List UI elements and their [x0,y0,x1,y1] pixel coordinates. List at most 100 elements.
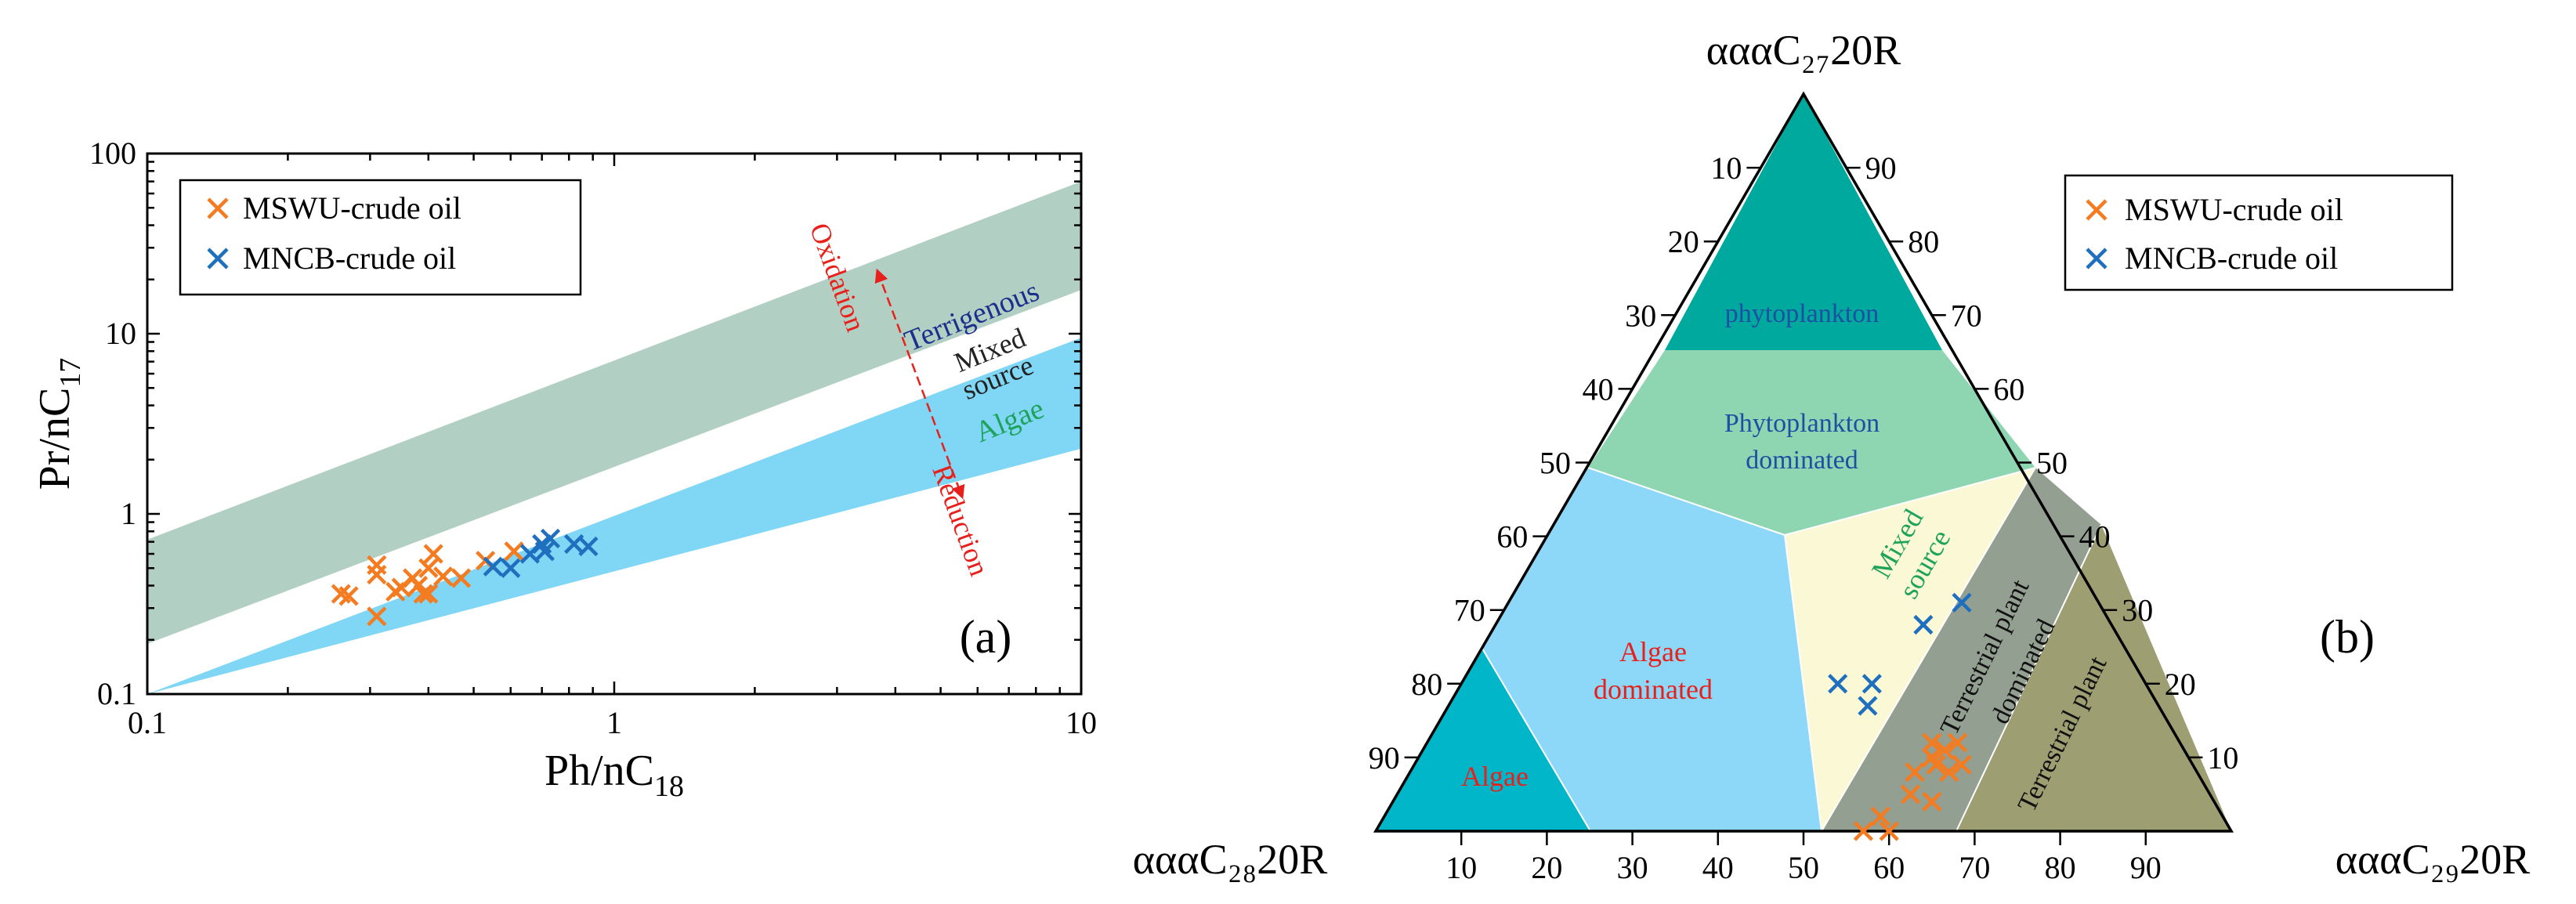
region-boundaries [1482,467,2102,832]
panel-a-point-msw-4 [367,606,387,627]
right-tick-label: 50 [2036,446,2068,481]
bottom-tick-label: 20 [1531,850,1562,885]
bottom-tick-label: 80 [2045,850,2076,885]
bottom-tick-label: 60 [1873,850,1905,885]
panel-a-point-msw-10 [418,558,439,578]
left-tick-label: 30 [1625,298,1656,333]
panel-a-y-axis-label: Pr/nC17 [31,358,87,490]
panel-a-scatter-chart: Terrigenous Mixed source Algae Oxidation… [31,136,1097,803]
panel-a-label: (a) [960,611,1012,663]
bottom-tick-label: 50 [1788,850,1819,885]
left-tick-label: 70 [1454,593,1485,628]
panel-b-point-msw-0 [1900,784,1921,805]
right-tick-label: 40 [2079,519,2111,555]
bottom-tick-label: 10 [1445,850,1477,885]
legend-b-mncb-marker [2086,248,2107,269]
right-tick-label: 20 [2165,667,2196,702]
left-tick-label: 80 [1411,667,1442,702]
y-tick-label: 1 [121,496,136,531]
panel-b-point-msw-12 [1947,732,1968,753]
bottom-tick-label: 90 [2130,850,2162,885]
panel-b-point-msw-2 [1853,821,1874,841]
right-tick-label: 80 [1908,224,1939,259]
bottom-tick-label: 70 [1959,850,1990,885]
region-terrestrial-plant [1956,525,2231,831]
panel-a-ticks: 0.1 1 10 0.1 1 10 100 [89,136,1097,740]
reduction-label: Reduction [926,461,995,580]
panel-a-point-mncb-0 [483,556,503,577]
panel-b-point-msw-3 [1879,821,1899,841]
ternary-top-label: αααC₂₇20R [1706,27,1901,74]
algae-region-label: Algae [1461,761,1529,792]
terrigenous-band [147,181,1081,644]
panel-a-legend-box [179,179,582,296]
left-tick-label: 20 [1668,224,1699,259]
panel-a-point-mncb-4 [534,541,555,562]
panel-a-point-msw-16 [504,541,524,562]
y-tick-label: 100 [89,136,136,171]
left-tick-label: 50 [1539,446,1571,481]
panel-b-point-mncb-0 [1828,674,1848,694]
panel-b-point-msw-7 [1905,762,1925,783]
right-tick-label: 70 [1951,298,1982,333]
panel-b-point-msw-10 [1922,732,1942,753]
panel-a-data-points [331,528,599,627]
panel-a-x-axis-label: Ph/nC18 [545,747,684,803]
phyto-dominated-label-line1: Phytoplankton [1724,409,1880,438]
panel-a-point-msw-11 [418,584,439,604]
panel-b-point-msw-1 [1870,806,1890,826]
panel-b-point-mncb-3 [1913,614,1934,635]
right-tick-label: 30 [2122,593,2153,628]
bottom-tick-label: 30 [1617,850,1648,885]
panel-b-ternary-chart: 10 10 10 20 20 20 30 30 30 40 40 40 50 50 50 60 60 60 70 70… [1133,27,2531,885]
left-tick-label: 60 [1496,519,1528,555]
panel-b-point-msw-8 [1922,747,1942,768]
panel-b-point-msw-11 [1952,754,1972,775]
ternary-right-label: αααC₂₉20R [2335,836,2531,883]
region-phytoplankton-dominated [1588,350,2035,535]
panel-a-point-mncb-1 [501,558,521,578]
phytoplankton-label: phytoplankton [1725,299,1879,328]
region-phytoplankton [1665,94,1942,350]
panel-b-point-msw-5 [1939,762,1959,783]
panel-a-point-msw-1 [338,586,359,606]
y-tick-label: 0.1 [97,676,136,711]
algae-dominated-label-line2: dominated [1594,674,1713,705]
ternary-left-label: αααC₂₈20R [1133,836,1328,883]
legend-msw-label: MSWU-crude oil [243,190,461,226]
x-tick-label: 10 [1065,705,1097,740]
panel-b-label: (b) [2320,611,2375,663]
left-tick-label: 10 [1710,150,1742,186]
panel-b-legend: MSWU-crude oil MNCB-crude oil [2064,174,2454,291]
x-tick-label: 0.1 [128,705,167,740]
legend-b-mncb-label: MNCB-crude oil [2125,240,2338,276]
phyto-dominated-label-line2: dominated [1746,446,1858,475]
bottom-tick-label: 40 [1702,850,1734,885]
left-tick-label: 90 [1369,740,1400,776]
region-algae-dominated [1482,468,1822,831]
region-mixed-source [1785,468,2035,831]
right-tick-label: 60 [1993,371,2024,407]
panel-a-point-msw-13 [432,566,454,587]
panel-a-legend: MSWU-crude oil MNCB-crude oil [179,179,582,296]
legend-b-msw-label: MSWU-crude oil [2125,192,2343,227]
legend-mncb-label: MNCB-crude oil [243,240,456,276]
oxidation-reduction-arrow [874,268,965,500]
region-terrestrial-plant-dominated [1822,468,2101,831]
panel-a-plot-area [147,181,1081,694]
panel-b-point-mncb-2 [1858,696,1878,716]
legend-mncb-marker [207,248,229,269]
panel-a-point-msw-9 [413,584,433,604]
panel-b-point-msw-9 [1934,739,1955,761]
panel-a-point-mncb-7 [578,536,599,557]
left-tick-label: 40 [1583,371,1614,407]
panel-b-point-mncb-4 [1952,592,1972,613]
algae-dominated-label-line1: Algae [1619,636,1687,667]
region-algae [1376,649,1590,831]
y-tick-label: 10 [105,316,136,351]
legend-b-msw-marker [2086,199,2107,221]
panel-a-point-msw-14 [450,568,472,588]
x-tick-label: 1 [606,705,622,740]
panel-b-legend-box [2064,174,2454,291]
